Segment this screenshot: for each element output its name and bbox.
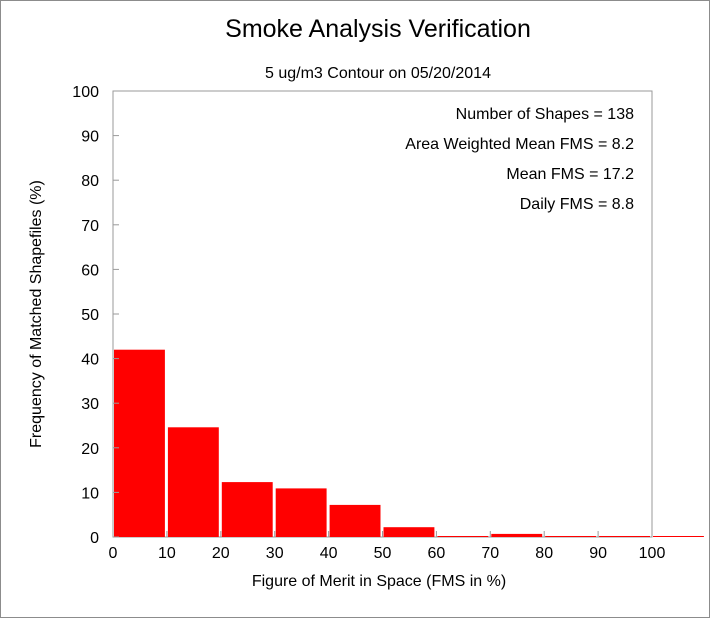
stats-annotation: Area Weighted Mean FMS = 8.2 (405, 136, 634, 153)
histogram-bar (599, 536, 650, 537)
y-tick-label: 40 (81, 352, 99, 369)
bar-group (114, 349, 704, 537)
x-tick-label: 40 (320, 545, 338, 562)
y-tick-label: 20 (81, 441, 99, 458)
x-axis-label: Figure of Merit in Space (FMS in %) (252, 573, 506, 590)
x-tick-label: 20 (212, 545, 230, 562)
y-tick-label: 60 (81, 262, 99, 279)
stats-annotations: Number of Shapes = 138 Area Weighted Mean… (405, 106, 634, 213)
x-tick-label: 60 (428, 545, 446, 562)
histogram-bar (221, 482, 273, 537)
chart-title: Smoke Analysis Verification (225, 15, 531, 43)
x-tick-label: 100 (639, 545, 666, 562)
x-tick-label: 70 (481, 545, 499, 562)
y-tick-label: 80 (81, 173, 99, 190)
y-axis: 0 10 20 30 40 50 60 70 80 90 100 (72, 84, 119, 547)
y-tick-label: 0 (90, 530, 99, 547)
histogram-bar (114, 349, 165, 537)
histogram-bar (653, 536, 704, 537)
chart-subtitle: 5 ug/m3 Contour on 05/20/2014 (265, 65, 491, 82)
x-tick-label: 90 (589, 545, 607, 562)
y-tick-label: 30 (81, 396, 99, 413)
histogram-bar (275, 488, 327, 537)
y-tick-label: 90 (81, 129, 99, 146)
x-tick-label: 0 (109, 545, 118, 562)
histogram-bar (167, 427, 219, 537)
histogram-bar (545, 536, 597, 537)
stats-annotation: Daily FMS = 8.8 (520, 196, 634, 213)
x-tick-label: 10 (158, 545, 176, 562)
y-axis-label: Frequency of Matched Shapefiles (%) (28, 180, 45, 448)
x-tick-label: 30 (266, 545, 284, 562)
y-tick-label: 50 (81, 307, 99, 324)
y-tick-label: 10 (81, 485, 99, 502)
histogram-bar (383, 527, 435, 537)
stats-annotation: Mean FMS = 17.2 (506, 166, 634, 183)
y-tick-label: 70 (81, 218, 99, 235)
stats-annotation: Number of Shapes = 138 (456, 106, 634, 123)
histogram-bar (491, 533, 543, 537)
x-axis: 0 10 20 30 40 50 60 70 80 90 100 (109, 531, 666, 562)
x-tick-label: 80 (535, 545, 553, 562)
histogram-bar (329, 504, 381, 537)
histogram-bar (437, 536, 489, 537)
x-tick-label: 50 (374, 545, 392, 562)
y-tick-label: 100 (72, 84, 99, 101)
